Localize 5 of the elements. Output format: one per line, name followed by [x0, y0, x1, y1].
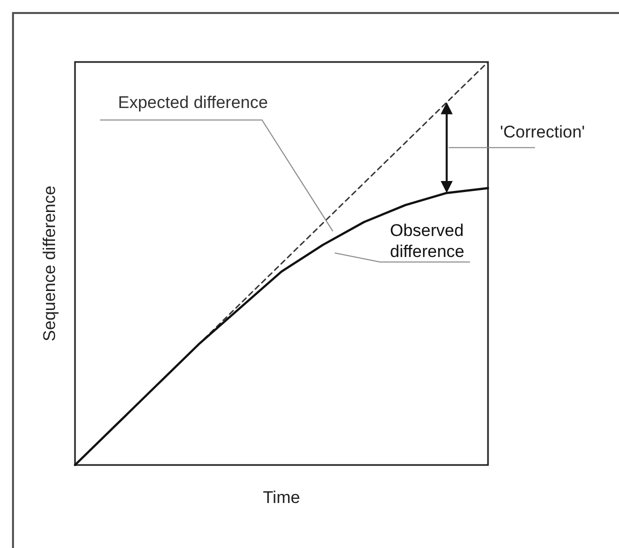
x-axis-title: Time — [262, 488, 300, 507]
text: 'Correction' — [500, 122, 585, 142]
y-axis-title: Sequence difference — [40, 186, 59, 342]
series-label: Observed difference — [390, 221, 464, 261]
text: Expected difference — [118, 93, 268, 112]
